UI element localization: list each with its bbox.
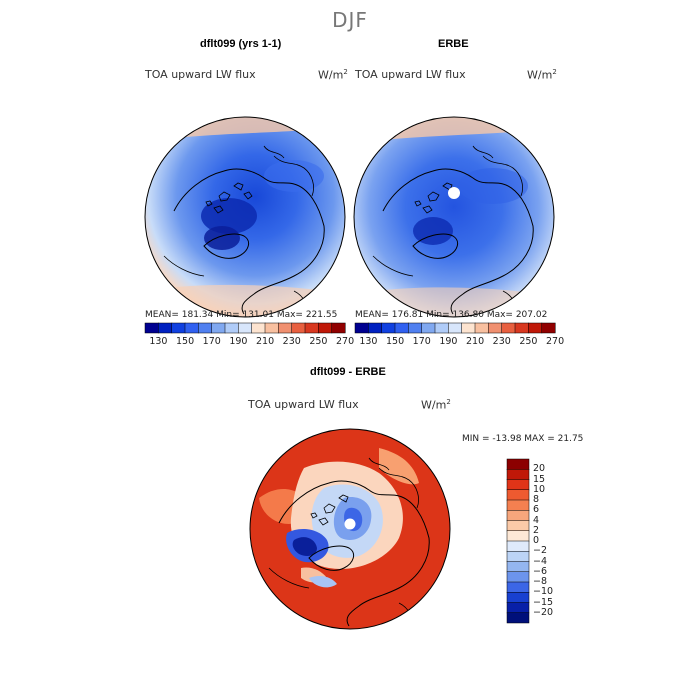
colorbar-swatch bbox=[448, 322, 463, 334]
colorbar-tick-label: 2 bbox=[533, 524, 540, 536]
colorbar-swatch bbox=[506, 561, 530, 573]
colorbar-swatch bbox=[368, 322, 383, 334]
colorbar-swatch bbox=[331, 322, 346, 334]
colorbar-swatch bbox=[514, 322, 529, 334]
colorbar-swatch bbox=[506, 499, 530, 511]
colorbar-swatch bbox=[434, 322, 449, 334]
colorbar-swatch bbox=[408, 322, 423, 334]
colorbar-swatch bbox=[506, 469, 530, 481]
colorbar-tick-label: 15 bbox=[533, 473, 546, 485]
model-colorbar-ticks: 130 150 170 190 210 230 250 270 bbox=[145, 336, 354, 348]
colorbar-swatch bbox=[381, 322, 396, 334]
diff-colorbar-ticks: 20 15 10 8 6 4 2 0 −2 −4 −6 −8 −10 −15 −20 bbox=[533, 459, 573, 623]
colorbar-swatch bbox=[291, 322, 306, 334]
colorbar-tick-label: 170 bbox=[412, 336, 431, 347]
colorbar-tick-label: 250 bbox=[519, 336, 538, 347]
colorbar-swatch bbox=[506, 551, 530, 563]
colorbar-swatch bbox=[421, 322, 436, 334]
colorbar-swatch bbox=[506, 581, 530, 593]
colorbar-tick-label: −20 bbox=[533, 606, 554, 618]
colorbar-tick-label: 230 bbox=[492, 336, 511, 347]
colorbar-swatch bbox=[506, 489, 530, 501]
colorbar-tick-label: −10 bbox=[533, 586, 554, 598]
colorbar-swatch bbox=[506, 510, 530, 522]
colorbar-tick-label: 4 bbox=[533, 514, 540, 526]
colorbar-swatch bbox=[528, 322, 543, 334]
model-map-units-label: W/m2 bbox=[318, 68, 348, 82]
colorbar-swatch bbox=[198, 322, 213, 334]
obs-colorbar bbox=[354, 322, 556, 334]
colorbar-tick-label: 20 bbox=[533, 463, 546, 475]
colorbar-swatch bbox=[394, 322, 409, 334]
colorbar-tick-label: 10 bbox=[533, 483, 546, 495]
colorbar-swatch bbox=[304, 322, 319, 334]
model-polar-map bbox=[144, 116, 346, 318]
diff-polar-map bbox=[249, 428, 451, 630]
colorbar-tick-label: 130 bbox=[149, 336, 168, 347]
diff-map-stats: MIN = -13.98 MAX = 21.75 bbox=[462, 434, 584, 444]
colorbar-swatch bbox=[318, 322, 333, 334]
colorbar-swatch bbox=[506, 458, 530, 470]
colorbar-tick-label: 190 bbox=[229, 336, 248, 347]
colorbar-tick-label: −2 bbox=[533, 545, 548, 557]
diff-colorbar bbox=[506, 458, 530, 624]
colorbar-tick-label: 250 bbox=[309, 336, 328, 347]
colorbar-swatch bbox=[506, 479, 530, 491]
colorbar-swatch bbox=[144, 322, 159, 334]
obs-map-stats: MEAN= 176.81 Min= 136.80 Max= 207.02 bbox=[355, 310, 548, 320]
colorbar-tick-label: 270 bbox=[546, 336, 565, 347]
colorbar-swatch bbox=[506, 540, 530, 552]
model-map-stats: MEAN= 181.34 Min= 131.01 Max= 221.55 bbox=[145, 310, 338, 320]
model-colorbar bbox=[144, 322, 346, 334]
colorbar-tick-label: −6 bbox=[533, 565, 548, 577]
colorbar-swatch bbox=[474, 322, 489, 334]
colorbar-swatch bbox=[461, 322, 476, 334]
colorbar-swatch bbox=[224, 322, 239, 334]
colorbar-tick-label: 150 bbox=[176, 336, 195, 347]
colorbar-swatch bbox=[158, 322, 173, 334]
colorbar-swatch bbox=[506, 602, 530, 614]
colorbar-tick-label: 190 bbox=[439, 336, 458, 347]
colorbar-tick-label: 270 bbox=[336, 336, 355, 347]
colorbar-tick-label: −4 bbox=[533, 555, 548, 567]
model-map-title: dflt099 (yrs 1-1) bbox=[200, 38, 282, 50]
colorbar-swatch bbox=[211, 322, 226, 334]
colorbar-tick-label: 8 bbox=[533, 494, 540, 505]
colorbar-tick-label: 0 bbox=[533, 535, 540, 546]
obs-polar-map bbox=[353, 116, 555, 318]
colorbar-tick-label: 210 bbox=[256, 336, 275, 347]
obs-map-units-label: W/m2 bbox=[527, 68, 557, 82]
colorbar-swatch bbox=[488, 322, 503, 334]
colorbar-swatch bbox=[238, 322, 253, 334]
colorbar-tick-label: −8 bbox=[533, 576, 548, 587]
colorbar-swatch bbox=[264, 322, 279, 334]
season-title: DJF bbox=[332, 8, 368, 32]
colorbar-swatch bbox=[278, 322, 293, 334]
obs-map-title: ERBE bbox=[438, 38, 469, 50]
colorbar-swatch bbox=[506, 571, 530, 583]
colorbar-swatch bbox=[506, 592, 530, 604]
colorbar-tick-label: 6 bbox=[533, 504, 540, 516]
diff-map-units-label: W/m2 bbox=[421, 398, 451, 412]
colorbar-swatch bbox=[171, 322, 186, 334]
diff-map-title: dflt099 - ERBE bbox=[310, 366, 386, 378]
obs-map-variable-label: TOA upward LW flux bbox=[355, 68, 466, 81]
colorbar-tick-label: 210 bbox=[466, 336, 485, 347]
colorbar-tick-label: 170 bbox=[202, 336, 221, 347]
colorbar-swatch bbox=[541, 322, 556, 334]
colorbar-swatch bbox=[506, 612, 530, 624]
colorbar-swatch bbox=[251, 322, 266, 334]
obs-colorbar-ticks: 130 150 170 190 210 230 250 270 bbox=[355, 336, 564, 348]
colorbar-swatch bbox=[354, 322, 369, 334]
colorbar-tick-label: 130 bbox=[359, 336, 378, 347]
colorbar-swatch bbox=[501, 322, 516, 334]
model-map-variable-label: TOA upward LW flux bbox=[145, 68, 256, 81]
colorbar-swatch bbox=[506, 530, 530, 542]
colorbar-tick-label: −15 bbox=[533, 596, 554, 608]
colorbar-tick-label: 150 bbox=[386, 336, 405, 347]
colorbar-swatch bbox=[506, 520, 530, 532]
colorbar-swatch bbox=[184, 322, 199, 334]
diff-map-variable-label: TOA upward LW flux bbox=[248, 398, 359, 411]
colorbar-tick-label: 230 bbox=[282, 336, 301, 347]
